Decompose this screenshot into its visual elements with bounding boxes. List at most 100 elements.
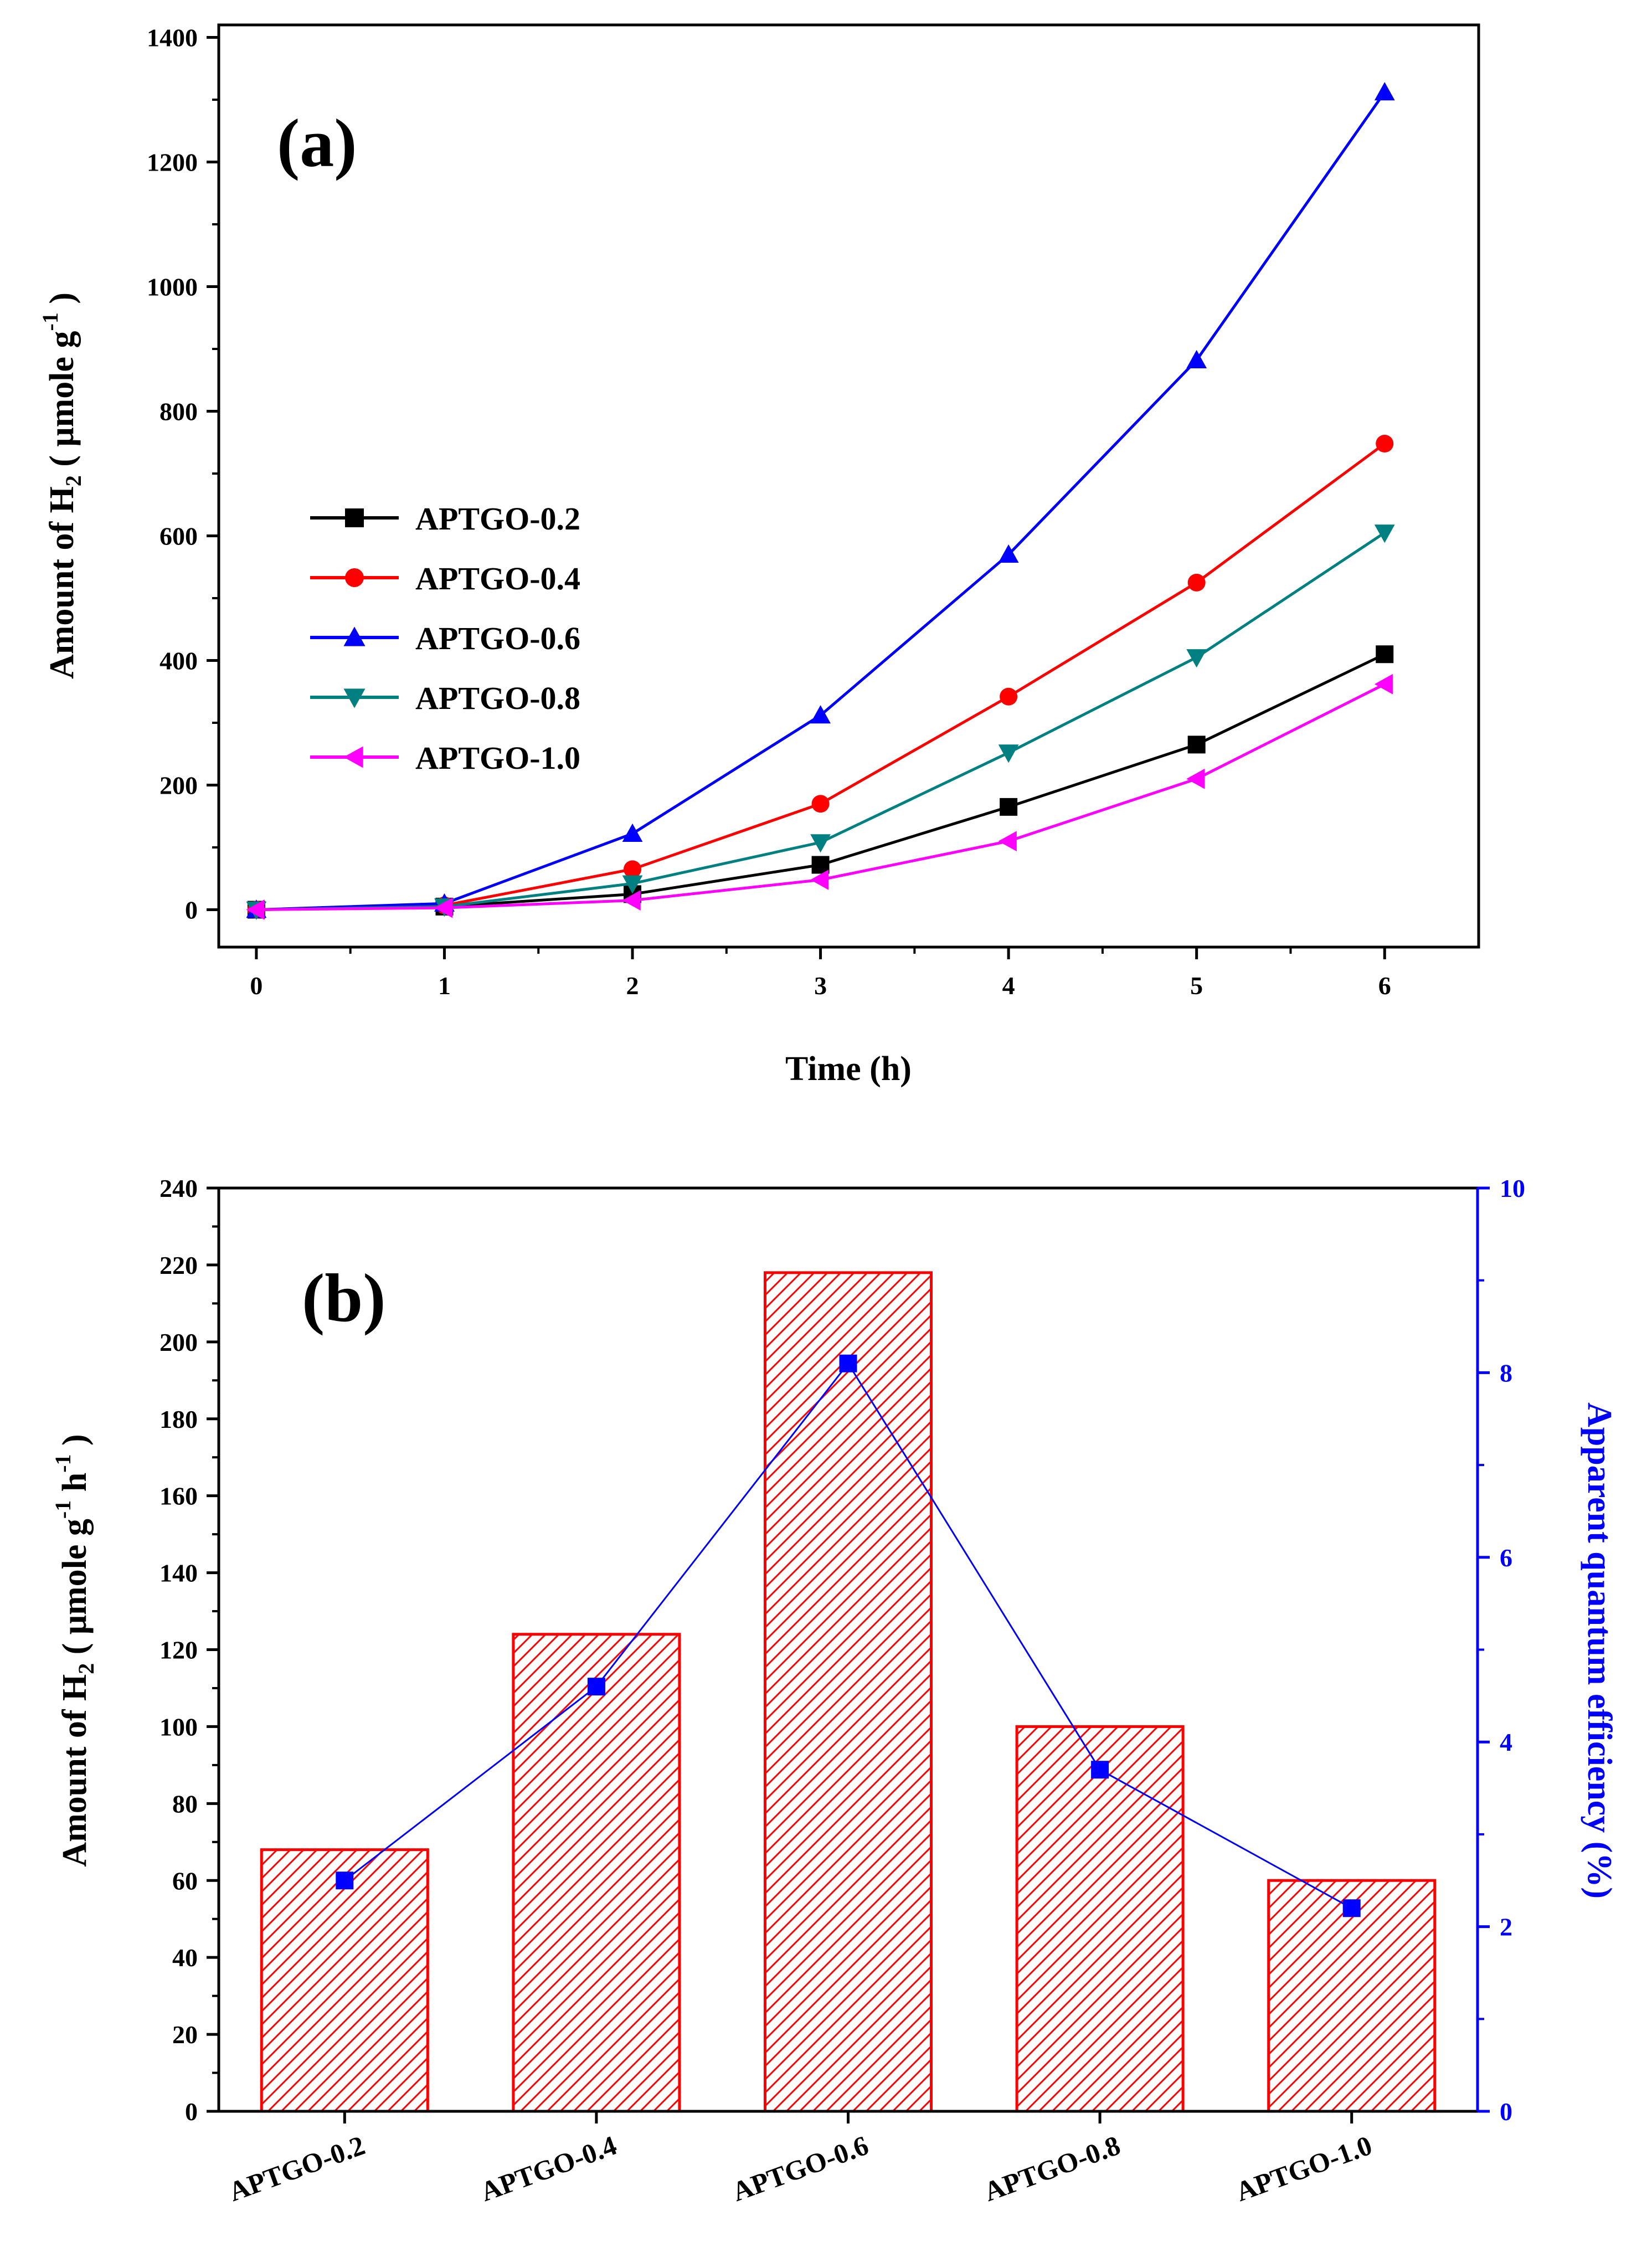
y-ticks-right-b: 0 2 4 6 8 10 <box>1478 1174 1525 2126</box>
y-tick-label-b: 180 <box>159 1405 198 1433</box>
category-labels-b: APTGO-0.2 APTGO-0.4 APTGO-0.6 APTGO-0.8 APTG… <box>224 2130 1376 2208</box>
panel-label-a: (a) <box>277 105 357 181</box>
y-right-tick-label-b: 0 <box>1500 2097 1512 2126</box>
legend-label-APTGO-0.4: APTGO-0.4 <box>415 561 580 597</box>
category-label-APTGO-0.2: APTGO-0.2 <box>224 2130 369 2208</box>
y-tick-label-b: 100 <box>159 1713 198 1741</box>
legend-marker-APTGO-0.4 <box>345 568 364 587</box>
aqe-point-APTGO-0.4 <box>587 1678 605 1696</box>
y-ticks-a: 0 200 400 600 800 1000 1200 1400 <box>147 24 219 924</box>
y-axis-label-b: Amount of H2 ( μmole g-1 h-1 ) <box>50 1434 99 1866</box>
legend-marker-APTGO-0.8 <box>343 688 366 708</box>
x-ticks-b <box>343 2111 1353 2123</box>
bar-APTGO-0.4 <box>512 1633 681 2113</box>
data-point-APTGO-0.8 <box>622 875 643 894</box>
y-tick-label-b: 20 <box>172 2020 198 2049</box>
y-tick-label-b: 40 <box>172 1943 198 1972</box>
category-label-APTGO-0.8: APTGO-0.8 <box>980 2130 1124 2208</box>
y-axis-label-right-b: Apparent quantum efficiency (%) <box>1581 1402 1618 1899</box>
y-tick-label-a: 800 <box>159 398 198 426</box>
series-group-a <box>246 82 1395 920</box>
data-point-APTGO-0.2 <box>1376 645 1394 664</box>
data-point-APTGO-0.4 <box>624 860 642 878</box>
data-point-APTGO-1.0 <box>810 870 829 890</box>
x-tick-label-a: 2 <box>626 971 639 1000</box>
y-tick-label-b: 80 <box>172 1790 198 1818</box>
data-point-APTGO-0.4 <box>1376 435 1394 453</box>
bar-APTGO-0.8 <box>1015 1725 1185 2113</box>
legend-marker-APTGO-0.6 <box>343 626 366 646</box>
legend-a: APTGO-0.2 APTGO-0.4 APTGO-0.6 APTGO-0.8 APTG… <box>310 501 580 776</box>
y-tick-label-b: 140 <box>159 1559 198 1587</box>
y-label-a-prefix: Amount of H <box>43 486 81 679</box>
y-tick-label-a: 1000 <box>147 273 198 301</box>
data-point-APTGO-0.6 <box>1374 82 1395 101</box>
y-label-a-sub: 2 <box>61 475 86 486</box>
legend-marker-APTGO-1.0 <box>343 746 363 768</box>
data-point-APTGO-0.6 <box>622 823 643 842</box>
chart-b: (b) 0 20 40 60 80 100 120 140 160 180 200 220 240 0 2… <box>50 1174 1618 2207</box>
legend-marker-APTGO-0.2 <box>345 508 364 527</box>
bar-APTGO-1.0 <box>1267 1879 1437 2113</box>
x-axis-label-a: Time (h) <box>785 1050 912 1088</box>
y-tick-label-a: 0 <box>185 896 198 924</box>
data-point-APTGO-0.2 <box>1187 736 1206 754</box>
x-tick-label-a: 1 <box>438 971 451 1000</box>
data-point-APTGO-1.0 <box>434 897 453 918</box>
y-label-b-prefix: Amount of H <box>56 1674 94 1867</box>
y-axis-label-a: Amount of H2 ( μmole g-1 ) <box>38 292 86 679</box>
legend-label-APTGO-1.0: APTGO-1.0 <box>415 740 580 776</box>
data-point-APTGO-0.6 <box>810 705 831 724</box>
y-ticks-b: 0 20 40 60 80 100 120 140 160 180 200 220 240 <box>159 1174 219 2126</box>
x-tick-label-a: 6 <box>1378 971 1391 1000</box>
y-label-b-suffix: ) <box>56 1434 94 1454</box>
data-point-APTGO-0.8 <box>1374 525 1395 543</box>
plot-frame-a <box>217 23 1480 949</box>
chart-a: (a) 0 1 2 3 4 5 6 0 200 400 600 800 1000 1200 1400 Ti… <box>38 23 1480 1088</box>
y-label-b-sub: 2 <box>74 1663 99 1674</box>
panel-label-b: (b) <box>302 1260 386 1336</box>
y-label-b-sup2: -1 <box>50 1454 75 1472</box>
data-point-APTGO-0.6 <box>1186 349 1207 368</box>
x-tick-label-a: 4 <box>1002 971 1015 1000</box>
data-point-APTGO-0.8 <box>810 834 831 853</box>
y-tick-label-b: 220 <box>159 1251 198 1279</box>
y-label-b-mid2: h <box>56 1473 94 1500</box>
x-ticks-a: 0 1 2 3 4 5 6 <box>250 947 1391 1000</box>
category-label-APTGO-1.0: APTGO-1.0 <box>1232 2130 1376 2208</box>
x-tick-label-a: 3 <box>814 971 827 1000</box>
y-tick-label-a: 600 <box>159 522 198 551</box>
y-label-a-mid: ( μmole g <box>43 331 81 475</box>
y-tick-label-b: 160 <box>159 1482 198 1510</box>
y-right-tick-label-b: 4 <box>1500 1728 1512 1756</box>
data-point-APTGO-1.0 <box>246 899 265 920</box>
y-right-tick-label-b: 8 <box>1500 1359 1512 1387</box>
bar-APTGO-0.2 <box>260 1848 429 2113</box>
data-point-APTGO-1.0 <box>998 831 1017 852</box>
aqe-point-APTGO-0.8 <box>1091 1761 1109 1779</box>
aqe-point-APTGO-0.2 <box>336 1871 354 1890</box>
y-tick-label-a: 400 <box>159 647 198 675</box>
bars-b <box>260 1271 1437 2113</box>
data-point-APTGO-0.4 <box>1187 573 1206 592</box>
y-label-b-sup1: -1 <box>50 1500 75 1519</box>
y-tick-label-b: 60 <box>172 1866 198 1895</box>
y-right-tick-label-b: 6 <box>1500 1544 1512 1572</box>
y-label-b-mid: ( μmole g <box>56 1519 94 1663</box>
data-point-APTGO-0.6 <box>998 544 1019 563</box>
bar-APTGO-0.6 <box>763 1271 933 2113</box>
data-point-APTGO-1.0 <box>622 890 641 911</box>
y-label-a-suffix: ) <box>43 292 81 312</box>
data-point-APTGO-0.2 <box>1000 798 1018 816</box>
aqe-point-APTGO-0.6 <box>839 1354 857 1372</box>
x-tick-label-a: 0 <box>250 971 263 1000</box>
x-tick-label-a: 5 <box>1190 971 1203 1000</box>
data-point-APTGO-1.0 <box>1374 673 1393 695</box>
data-point-APTGO-0.8 <box>1186 649 1207 668</box>
legend-label-APTGO-0.2: APTGO-0.2 <box>415 501 580 537</box>
y-right-tick-label-b: 10 <box>1500 1174 1525 1202</box>
y-label-a-sup: -1 <box>38 312 63 331</box>
y-tick-label-a: 200 <box>159 772 198 800</box>
legend-label-APTGO-0.8: APTGO-0.8 <box>415 680 580 716</box>
